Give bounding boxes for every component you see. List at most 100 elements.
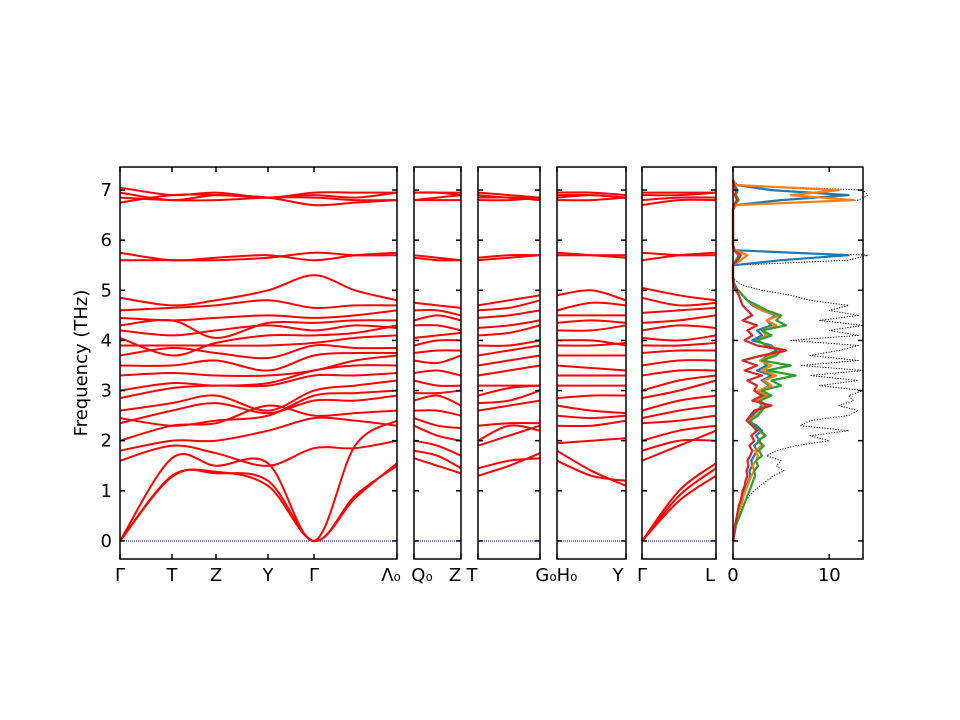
phonon-band-17 [556,301,627,312]
phonon-band-3 [556,437,627,445]
panel-frame [413,166,462,560]
phonon-band-22 [413,194,462,202]
phonon-band-20 [641,296,717,307]
phonon-band-4 [556,419,627,428]
phonon-band-13 [477,339,541,347]
phonon-band-7 [641,414,717,425]
phonon-band-14 [477,324,541,337]
phonon-band-20 [477,254,541,259]
phonon-band-3 [413,439,462,457]
phonon-band-1 [477,452,541,477]
phonon-band-14 [641,349,717,354]
phonon-band-4 [641,429,717,462]
phonon-band-17 [641,324,717,332]
phonon-band-9 [413,379,462,387]
phonon-band-20 [119,299,398,312]
phonon-band-7 [119,394,398,425]
band-panel-4: H₀ Y [556,166,627,586]
phonon-band-7 [477,389,541,405]
dos-x-tick-label: 10 [818,565,841,586]
phonon-band-23 [641,251,717,257]
phonon-band-24 [641,198,717,207]
phonon-band-5 [413,417,462,430]
phonon-band-12 [413,349,462,354]
phonon-band-25 [641,196,717,202]
band-panel-1: 0 1 2 3 4 5 6 7 Γ T Z Y Γ Λ₀ [101,166,401,586]
dos-curve-total [732,179,869,541]
x-tick-label-high-symmetry-point: Γ [637,565,647,586]
phonon-band-23 [556,193,627,199]
phonon-band-21 [119,274,398,307]
phonon-band-20 [556,251,627,259]
band-panel-3: T G₀ [466,166,557,586]
phonon-band-10 [556,364,627,372]
phonon-band-10 [413,369,462,377]
phonon-band-6 [477,399,541,412]
phonon-band-10 [477,364,541,377]
phonon-band-13 [641,359,717,367]
y-tick-label: 1 [101,481,112,502]
phonon-band-1 [556,449,627,487]
phonon-band-15 [477,319,541,329]
phonon-band-14 [556,324,627,332]
phonon-band-16 [477,309,541,319]
phonon-band-18 [413,301,462,309]
panel-frame [119,166,398,560]
x-tick-label-high-symmetry-point: G₀ [535,565,556,586]
y-tick-label: 5 [101,280,112,301]
phonon-band-21 [641,286,717,302]
x-tick-label-high-symmetry-point: Z [210,565,222,586]
phonon-band-8 [413,389,462,395]
phonon-band-27 [119,186,397,199]
y-axis-label: Frequency (THz) [71,290,92,437]
phonon-band-17 [119,324,398,337]
phonon-band-13 [119,351,398,372]
phonon-band-12 [641,369,717,377]
phonon-band-8 [119,389,398,427]
phonon-band-24 [477,191,541,199]
phonon-band-21 [556,196,627,202]
phonon-band-15 [120,334,398,347]
dos-frame [732,166,864,560]
phonon-band-14 [413,331,462,339]
phonon-band-17 [477,299,541,312]
y-tick-label: 7 [101,180,112,201]
phonon-band-24 [556,191,627,197]
phonon-band-8 [641,404,717,420]
phonon-band-15 [641,341,717,347]
phonon-band-12 [119,354,398,378]
phonon-band-19 [641,306,717,314]
phonon-band-1 [641,474,717,542]
phonon-band-18 [641,314,717,324]
x-tick-label-high-symmetry-point: Y [262,565,275,586]
phonon-band-20 [413,254,462,262]
phonon-band-5 [477,421,541,427]
phonon-band-16 [119,324,398,357]
x-tick-label-high-symmetry-point: Z [449,565,461,586]
phonon-band-13 [413,339,462,347]
phonon-band-18 [556,289,627,302]
phonon-band-1 [119,464,398,543]
phonon-band-4 [477,424,541,442]
dos-panel: 0 10 [727,166,869,586]
panel-frame [641,166,717,560]
phonon-band-5 [119,416,398,452]
phonon-band-12 [477,344,541,357]
phonon-band-1 [413,457,462,475]
phonon-band-11 [641,374,717,392]
phonon-band-9 [641,394,717,412]
phonon-band-15 [413,324,462,332]
phonon-band-23 [119,251,398,262]
phonon-band-6 [556,404,627,415]
x-tick-label-high-symmetry-point: T [166,565,179,586]
phonon-band-5 [556,414,627,420]
x-tick-label-high-symmetry-point: H₀ [557,565,578,586]
phonon-band-2 [413,449,462,470]
phonon-band-2 [477,457,541,470]
phonon-band-3 [477,424,541,447]
phonon-band-16 [641,334,717,342]
y-tick-label: 4 [101,330,112,351]
y-tick-label: 2 [101,431,112,452]
x-tick-label-high-symmetry-point: Γ [309,565,319,586]
